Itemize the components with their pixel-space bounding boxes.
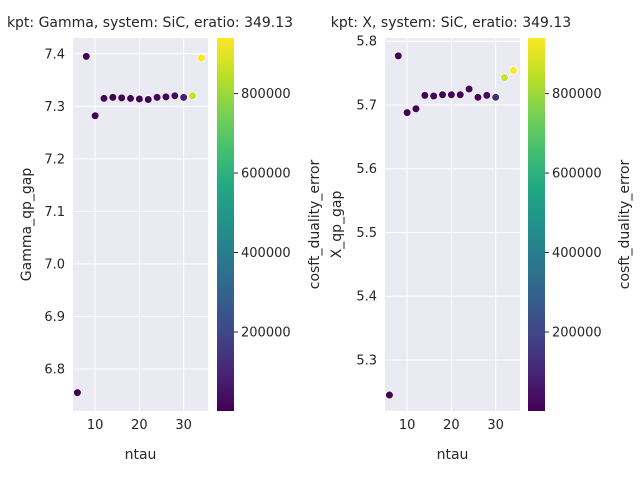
- y-tick-label: 5.8: [356, 35, 377, 50]
- left-panel: kpt: Gamma, system: SiC, eratio: 349.13 …: [7, 15, 323, 463]
- scatter-point: [117, 93, 126, 102]
- y-tick-label: 7.3: [44, 100, 65, 115]
- scatter-point: [99, 94, 109, 103]
- left-colorbar: [217, 38, 234, 411]
- colorbar-tick-label: 200000: [241, 325, 291, 340]
- scatter-point: [438, 90, 447, 99]
- scatter-point: [152, 93, 162, 102]
- y-tick-label: 7.1: [44, 205, 65, 220]
- scatter-point: [161, 92, 171, 101]
- x-tick-label: 30: [175, 418, 192, 433]
- scatter-point: [197, 53, 206, 63]
- left-x-axis-label: ntau: [125, 447, 157, 463]
- scatter-point: [73, 388, 82, 397]
- scatter-point: [420, 91, 429, 100]
- y-tick-label: 6.9: [44, 310, 65, 325]
- scatter-point: [429, 91, 438, 101]
- scatter-point: [456, 90, 465, 99]
- scatter-point: [144, 95, 153, 104]
- right-y-ticks: 5.3 5.4 5.5 5.6 5.7 5.8: [356, 35, 377, 369]
- scatter-point: [135, 94, 144, 104]
- x-tick-label: 20: [443, 418, 460, 433]
- scatter-point: [91, 111, 100, 120]
- x-tick-label: 10: [399, 418, 416, 433]
- y-tick-label: 5.4: [356, 290, 377, 305]
- x-tick-label: 20: [131, 418, 148, 433]
- scatter-point: [179, 93, 188, 102]
- y-tick-label: 7.4: [44, 47, 65, 62]
- scatter-point: [126, 94, 135, 103]
- right-y-axis-label: X_qp_gap: [329, 191, 345, 259]
- scatter-point: [403, 108, 412, 117]
- y-tick-label: 5.7: [356, 98, 377, 113]
- left-y-ticks: 6.8 6.9 7.0 7.1 7.2 7.3 7.4: [44, 47, 65, 377]
- scatter-point: [170, 91, 179, 100]
- scatter-point: [491, 93, 500, 102]
- colorbar-tick-label: 600000: [241, 167, 291, 182]
- scatter-point: [447, 90, 456, 99]
- y-tick-label: 5.6: [356, 162, 377, 177]
- x-tick-label: 10: [87, 418, 104, 433]
- colorbar-tick-label: 400000: [241, 246, 291, 261]
- scatter-point: [411, 104, 421, 113]
- left-colorbar-ticks: 200000 400000 600000 800000: [234, 87, 291, 340]
- y-tick-label: 5.5: [356, 226, 377, 241]
- left-chart-title: kpt: Gamma, system: SiC, eratio: 349.13: [7, 15, 293, 31]
- right-colorbar: [528, 38, 545, 411]
- scatter-point: [82, 52, 91, 61]
- left-points: [73, 52, 206, 397]
- right-chart-title: kpt: X, system: SiC, eratio: 349.13: [331, 15, 571, 31]
- y-tick-label: 7.0: [44, 257, 65, 272]
- y-tick-label: 5.3: [356, 353, 377, 368]
- colorbar-tick-label: 800000: [552, 87, 602, 102]
- left-colorbar-label: cosft_duality_error: [307, 160, 323, 290]
- right-colorbar-ticks: 200000 400000 600000 800000: [545, 87, 602, 340]
- colorbar-tick-label: 800000: [241, 87, 291, 102]
- scatter-point: [394, 51, 403, 60]
- left-y-axis-label: Gamma_qp_gap: [19, 168, 35, 282]
- scatter-point: [108, 93, 117, 102]
- scatter-point: [385, 390, 394, 400]
- right-points: [385, 51, 518, 400]
- colorbar-tick-label: 400000: [552, 246, 602, 261]
- right-panel: kpt: X, system: SiC, eratio: 349.13 10 20…: [329, 15, 633, 463]
- left-plot-area: [73, 38, 208, 411]
- scatter-point: [482, 91, 491, 100]
- y-tick-label: 7.2: [44, 152, 65, 167]
- right-x-ticks: 10 20 30: [399, 418, 504, 433]
- y-tick-label: 6.8: [44, 362, 65, 377]
- right-x-axis-label: ntau: [437, 447, 469, 463]
- left-x-ticks: 10 20 30: [87, 418, 192, 433]
- x-tick-label: 30: [487, 418, 504, 433]
- scatter-point: [188, 91, 197, 100]
- scatter-point: [509, 66, 518, 75]
- colorbar-tick-label: 200000: [552, 325, 602, 340]
- scatter-point: [464, 84, 474, 94]
- colorbar-tick-label: 600000: [552, 167, 602, 182]
- scatter-point: [500, 73, 509, 82]
- scatter-point: [473, 93, 483, 102]
- right-colorbar-label: cosft_duality_error: [617, 160, 633, 290]
